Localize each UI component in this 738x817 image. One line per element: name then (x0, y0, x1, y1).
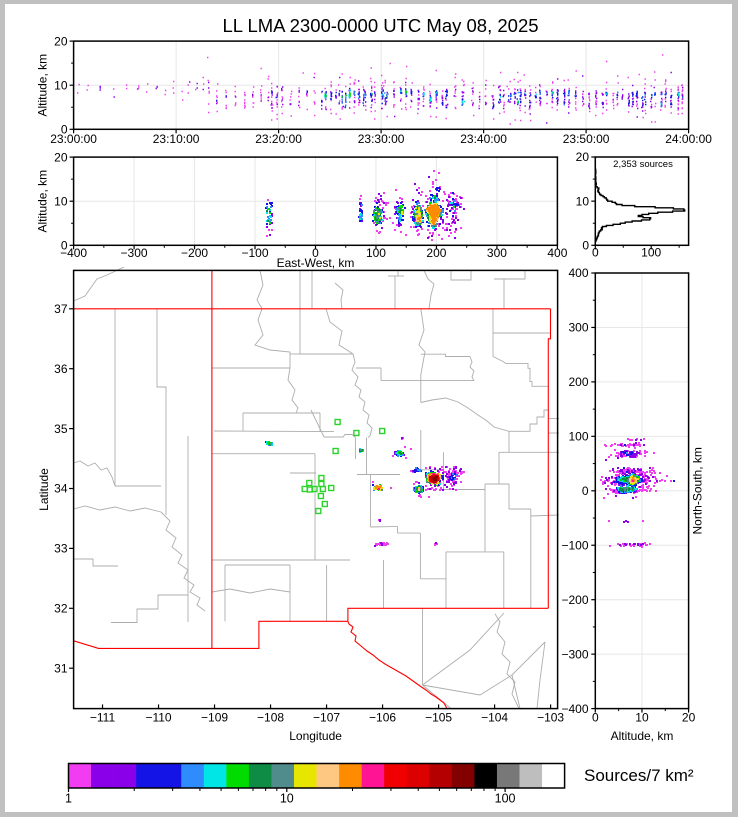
svg-text:−300: −300 (121, 246, 148, 260)
svg-text:23:10:00: 23:10:00 (153, 132, 200, 146)
svg-text:−110: −110 (145, 711, 171, 725)
svg-text:2,353 sources: 2,353 sources (613, 159, 673, 170)
svg-text:−106: −106 (369, 711, 396, 725)
svg-text:Sources/7 km²: Sources/7 km² (584, 766, 694, 785)
svg-text:−103: −103 (537, 711, 564, 725)
svg-text:−111: −111 (90, 711, 116, 725)
svg-text:1: 1 (65, 792, 72, 806)
svg-text:300: 300 (487, 246, 507, 260)
svg-text:36: 36 (54, 362, 68, 376)
svg-text:−200: −200 (181, 246, 208, 260)
svg-text:0: 0 (61, 239, 68, 253)
svg-text:200: 200 (568, 375, 588, 389)
svg-text:−400: −400 (561, 702, 588, 716)
svg-text:23:40:00: 23:40:00 (460, 132, 507, 146)
svg-text:400: 400 (547, 246, 567, 260)
svg-text:North-South, km: North-South, km (691, 447, 705, 534)
svg-text:0: 0 (312, 246, 319, 260)
svg-text:32: 32 (54, 602, 68, 616)
svg-text:10: 10 (635, 711, 649, 725)
svg-text:−100: −100 (561, 538, 588, 552)
svg-text:0: 0 (592, 246, 599, 260)
svg-text:−107: −107 (313, 711, 340, 725)
svg-text:33: 33 (54, 542, 68, 556)
svg-text:34: 34 (54, 482, 68, 496)
svg-text:400: 400 (568, 266, 588, 280)
svg-text:Altitude, km: Altitude, km (36, 54, 50, 117)
svg-text:31: 31 (54, 661, 68, 675)
svg-text:200: 200 (426, 246, 446, 260)
svg-text:35: 35 (54, 422, 68, 436)
svg-text:Altitude, km: Altitude, km (611, 729, 674, 743)
svg-text:37: 37 (54, 302, 68, 316)
svg-text:100: 100 (568, 430, 588, 444)
svg-text:−200: −200 (561, 593, 588, 607)
svg-text:100: 100 (495, 792, 516, 806)
svg-text:24:00:00: 24:00:00 (665, 132, 712, 146)
svg-text:0: 0 (582, 484, 589, 498)
svg-text:0: 0 (582, 239, 589, 253)
svg-text:0: 0 (592, 711, 599, 725)
svg-text:−100: −100 (242, 246, 269, 260)
svg-text:300: 300 (568, 321, 588, 335)
svg-text:−104: −104 (481, 711, 508, 725)
svg-text:10: 10 (54, 78, 68, 92)
svg-text:23:50:00: 23:50:00 (563, 132, 610, 146)
svg-text:0: 0 (61, 123, 68, 137)
svg-text:23:00:00: 23:00:00 (50, 132, 97, 146)
svg-text:20: 20 (54, 34, 68, 48)
svg-text:100: 100 (366, 246, 386, 260)
svg-text:20: 20 (682, 711, 696, 725)
svg-text:−300: −300 (561, 647, 588, 661)
svg-text:Latitude: Latitude (37, 468, 51, 511)
svg-text:20: 20 (54, 150, 68, 164)
svg-text:10: 10 (54, 194, 68, 208)
svg-text:10: 10 (280, 792, 294, 806)
svg-text:Longitude: Longitude (289, 729, 342, 743)
svg-text:East-West, km: East-West, km (277, 256, 355, 270)
svg-text:10: 10 (576, 194, 590, 208)
svg-text:20: 20 (576, 150, 590, 164)
svg-text:−109: −109 (201, 711, 228, 725)
svg-text:−108: −108 (257, 711, 284, 725)
svg-text:LL LMA 2300-0000 UTC May 08, 2: LL LMA 2300-0000 UTC May 08, 2025 (222, 15, 538, 36)
svg-text:100: 100 (641, 246, 661, 260)
svg-text:−105: −105 (425, 711, 452, 725)
svg-text:Altitude, km: Altitude, km (36, 170, 50, 233)
svg-text:−400: −400 (60, 246, 87, 260)
svg-text:23:30:00: 23:30:00 (358, 132, 405, 146)
svg-text:23:20:00: 23:20:00 (255, 132, 302, 146)
